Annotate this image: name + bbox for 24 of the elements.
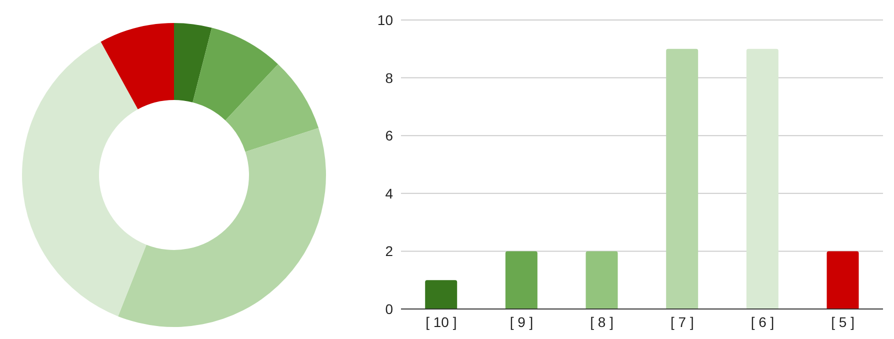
donut-slice	[118, 128, 326, 327]
y-tick-label: 6	[385, 128, 394, 144]
bar	[586, 251, 618, 309]
x-tick-label: [ 6 ]	[750, 314, 774, 330]
donut-slice	[225, 64, 319, 152]
y-tick-label: 8	[385, 70, 394, 86]
x-tick-label: [ 9 ]	[510, 314, 534, 330]
x-tick-label: [ 10 ]	[426, 314, 457, 330]
bar	[826, 251, 859, 309]
bar	[425, 280, 458, 309]
y-tick-label: 10	[377, 12, 394, 28]
donut-slice	[192, 28, 278, 120]
y-tick-label: 0	[385, 300, 394, 317]
x-tick-label: [ 8 ]	[590, 314, 614, 330]
y-tick-label: 4	[385, 185, 394, 202]
bar	[746, 48, 778, 309]
donut-slice	[100, 23, 174, 110]
donut-slice	[22, 42, 146, 316]
y-tick-label: 2	[385, 243, 394, 260]
donut-slice	[174, 23, 212, 102]
x-tick-label: [ 7 ]	[670, 314, 694, 330]
bar	[666, 48, 698, 309]
x-tick-label: [ 5 ]	[831, 314, 855, 330]
bar	[505, 251, 538, 309]
